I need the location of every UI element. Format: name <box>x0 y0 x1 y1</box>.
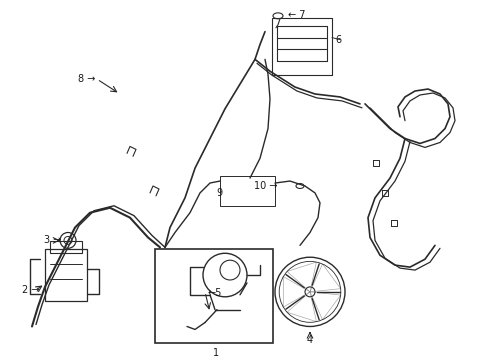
Text: ←5: ←5 <box>207 288 222 298</box>
Bar <box>155 249 272 343</box>
Text: 3 →: 3 → <box>44 235 61 246</box>
Bar <box>50 242 82 253</box>
Bar <box>271 18 331 75</box>
Text: 4: 4 <box>306 335 312 345</box>
Text: 8 →: 8 → <box>78 74 95 84</box>
Text: ← 7: ← 7 <box>287 10 305 20</box>
Text: 9: 9 <box>216 188 222 198</box>
Bar <box>220 176 274 206</box>
Bar <box>45 249 87 301</box>
Text: 10 →: 10 → <box>253 181 277 191</box>
Text: 2 →: 2 → <box>22 285 40 295</box>
Text: 1: 1 <box>213 348 219 358</box>
Text: 6: 6 <box>334 35 341 45</box>
